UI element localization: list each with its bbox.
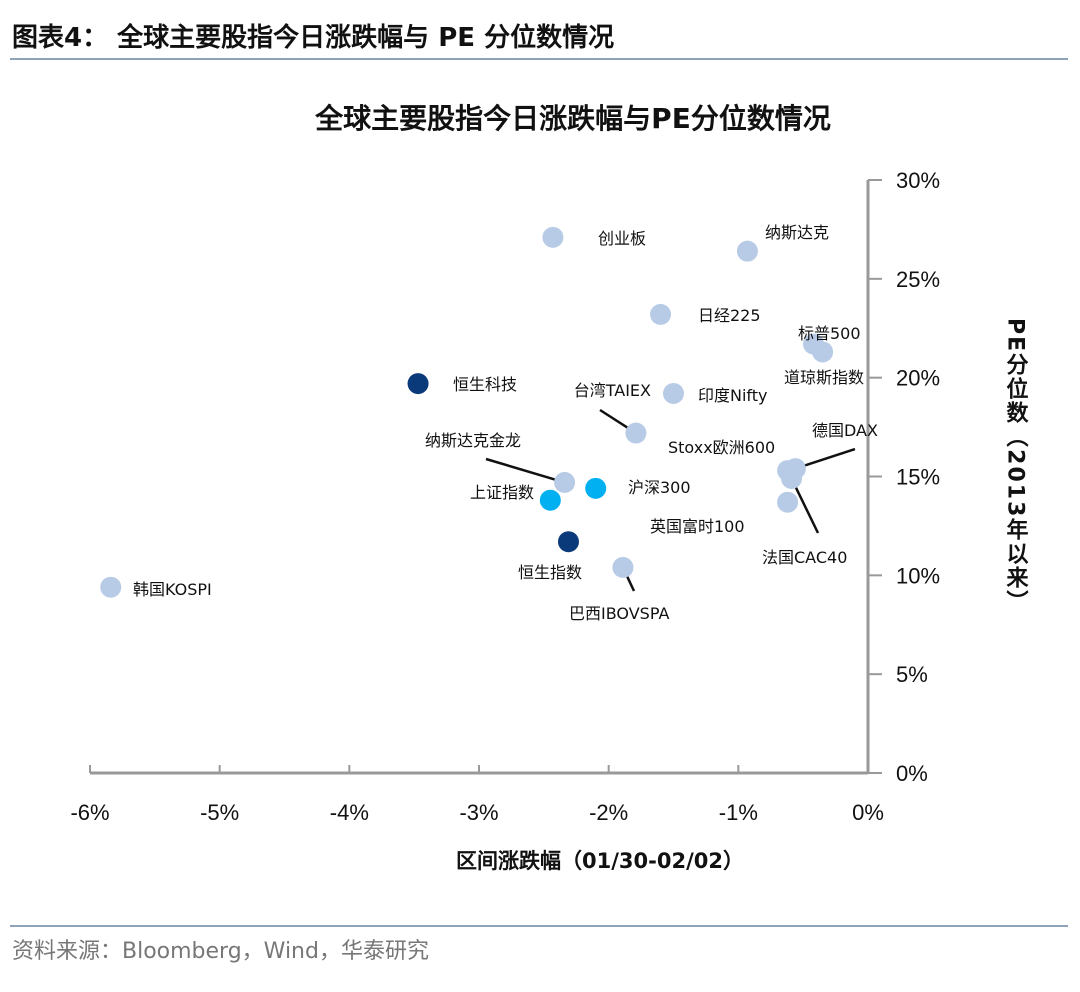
data-point bbox=[539, 489, 561, 511]
point-label: 韩国KOSPI bbox=[133, 580, 212, 599]
point-label: Stoxx欧洲600 bbox=[668, 438, 775, 457]
point-label: 纳斯达克金龙 bbox=[425, 431, 521, 450]
point-label: 标普500 bbox=[798, 324, 861, 343]
data-point bbox=[542, 226, 564, 248]
x-tick-label: 0% bbox=[852, 800, 884, 825]
x-axis-label: 区间涨跌幅（01/30-02/02） bbox=[456, 849, 744, 873]
data-point bbox=[554, 471, 576, 493]
y-tick-label: 5% bbox=[896, 662, 928, 687]
point-label: 上证指数 bbox=[470, 483, 534, 502]
x-tick-label: -1% bbox=[719, 800, 758, 825]
point-label: 道琼斯指数 bbox=[784, 368, 864, 387]
point-label: 创业板 bbox=[598, 229, 646, 248]
point-label: 沪深300 bbox=[628, 478, 691, 497]
y-axis-label: PE分位数（2013年以来） bbox=[1003, 318, 1030, 614]
point-label: 恒生科技 bbox=[453, 375, 517, 394]
x-tick-label: -3% bbox=[459, 800, 498, 825]
data-point bbox=[663, 382, 684, 404]
y-tick-label: 10% bbox=[896, 563, 940, 588]
point-label: 纳斯达克 bbox=[765, 223, 829, 242]
y-tick-label: 25% bbox=[896, 267, 940, 292]
y-tick-label: 30% bbox=[896, 168, 940, 193]
chart-title: 全球主要股指今日涨跌幅与PE分位数情况 bbox=[314, 102, 831, 135]
data-point bbox=[650, 303, 672, 325]
source-note: 资料来源：Bloomberg，Wind，华泰研究 bbox=[12, 939, 429, 964]
leader-line bbox=[485, 457, 565, 484]
data-point bbox=[612, 556, 634, 578]
point-label: 恒生指数 bbox=[518, 563, 582, 582]
x-tick-label: -2% bbox=[589, 800, 628, 825]
y-tick-label: 20% bbox=[896, 366, 940, 391]
data-point bbox=[736, 240, 758, 262]
point-label: 印度Nifty bbox=[698, 386, 768, 405]
point-label: 德国DAX bbox=[812, 421, 878, 440]
data-point bbox=[777, 491, 799, 513]
point-label: 日经225 bbox=[698, 306, 761, 325]
data-point bbox=[780, 467, 802, 489]
point-label: 英国富时100 bbox=[650, 517, 745, 536]
x-tick-label: -5% bbox=[200, 800, 239, 825]
data-point bbox=[407, 373, 429, 395]
x-tick-label: -4% bbox=[330, 800, 369, 825]
point-label: 巴西IBOVSPA bbox=[569, 604, 669, 623]
point-label: 法国CAC40 bbox=[762, 548, 847, 567]
data-point bbox=[557, 531, 579, 553]
data-point bbox=[812, 341, 834, 363]
point-label: 台湾TAIEX bbox=[574, 381, 651, 400]
data-point bbox=[100, 576, 122, 598]
data-point bbox=[585, 477, 607, 499]
figure-title: 图表4： 全球主要股指今日涨跌幅与 PE 分位数情况 bbox=[12, 22, 614, 53]
y-tick-label: 0% bbox=[896, 761, 928, 786]
y-tick-label: 15% bbox=[896, 465, 940, 490]
x-tick-label: -6% bbox=[70, 800, 109, 825]
data-point bbox=[625, 422, 647, 444]
